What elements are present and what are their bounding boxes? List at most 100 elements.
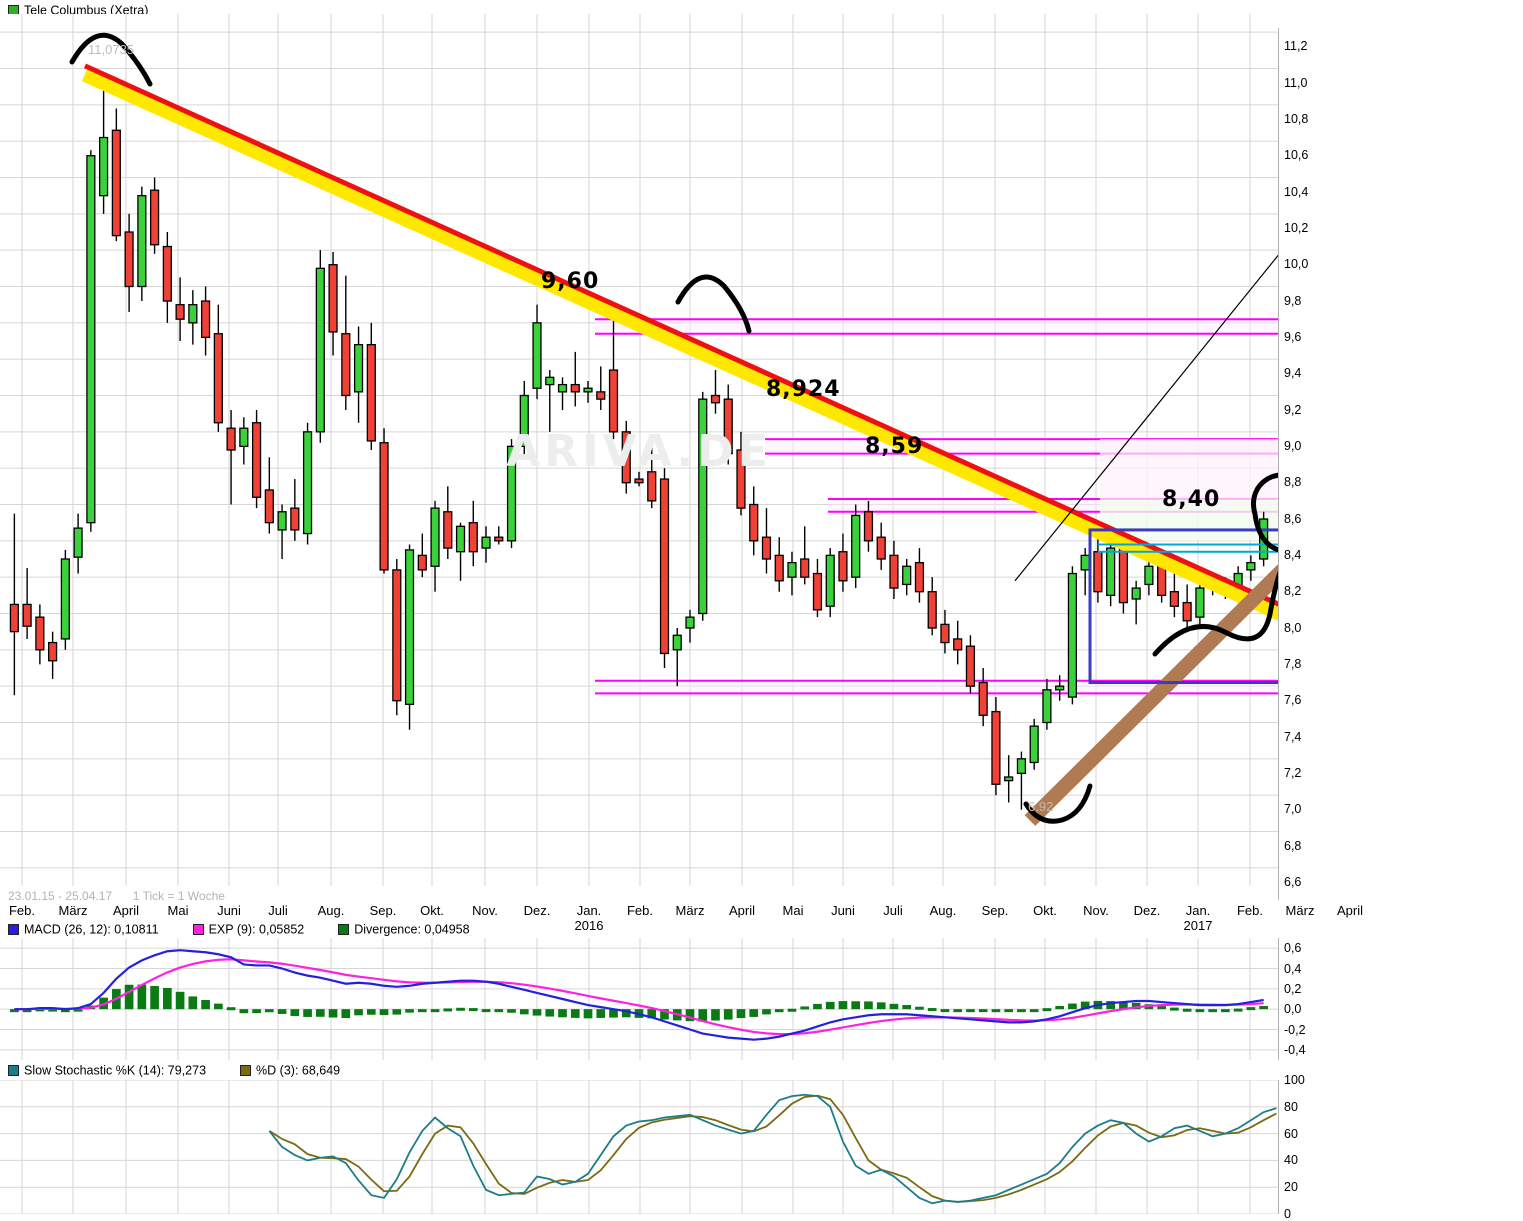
time-axis-tick: März <box>676 903 705 918</box>
legend-color-swatch <box>338 924 350 936</box>
time-axis-tick: Sep. <box>370 903 397 918</box>
month-label: Feb. <box>626 903 654 918</box>
month-label: April <box>1336 903 1364 918</box>
time-axis-tick: April <box>1337 903 1363 918</box>
time-axis-tick: Feb. <box>9 903 35 918</box>
price-axis-tick: 8,4 <box>1284 547 1302 562</box>
price-high-label: 11,0735 <box>88 42 134 57</box>
price-axis-tick: 9,8 <box>1284 293 1302 308</box>
time-axis-tick: Juni <box>831 903 855 918</box>
month-label: Juli <box>883 903 903 918</box>
price-axis-tick: 7,0 <box>1284 802 1302 817</box>
macd-legend: MACD (26, 12): 0,10811 EXP (9): 0,05852 Di… <box>8 922 504 937</box>
macd-axis-tick: -0,4 <box>1284 1042 1306 1057</box>
month-label: Nov. <box>472 903 498 918</box>
price-axis-tick: 6,8 <box>1284 838 1302 853</box>
stochastic-plot-area[interactable] <box>0 1080 1278 1214</box>
price-axis-tick: 9,4 <box>1284 366 1302 381</box>
time-axis-tick: Okt. <box>1033 903 1057 918</box>
time-axis: Feb. März April Mai Juni Juli Aug. Sep. Okt. Nov.… <box>0 903 1363 937</box>
price-low-label: 6,92 <box>1028 799 1053 814</box>
stochastic-legend-item: %D (3): 68,649 <box>240 1063 340 1078</box>
month-label: Juli <box>268 903 288 918</box>
stochastic-legend-label: %D (3): 68,649 <box>256 1063 341 1078</box>
month-label: Feb. <box>8 903 36 918</box>
stochastic-axis-tick: 100 <box>1284 1073 1305 1087</box>
month-label: Okt. <box>1033 903 1057 918</box>
time-axis-tick: Okt. <box>420 903 444 918</box>
stochastic-axis-tick: 40 <box>1284 1153 1298 1168</box>
stochastic-axis-tick: 60 <box>1284 1126 1298 1141</box>
macd-axis-tick: 0,2 <box>1284 981 1302 996</box>
time-axis-tick: Nov. <box>472 903 498 918</box>
month-label: Jan. <box>1185 903 1211 918</box>
price-axis-tick: 10,4 <box>1284 184 1309 199</box>
macd-legend-item: EXP (9): 0,05852 <box>192 922 305 937</box>
month-label: März <box>1285 903 1315 918</box>
chart-range-info: 23.01.15 - 25.04.17 1 Tick = 1 Woche <box>8 889 225 903</box>
price-axis-tick: 11,0 <box>1284 75 1308 90</box>
price-axis-tick: 6,6 <box>1284 874 1302 889</box>
month-label: Feb. <box>1236 903 1264 918</box>
price-axis-tick: 10,6 <box>1284 148 1309 163</box>
price-axis-tick: 7,6 <box>1284 693 1302 708</box>
time-axis-tick: Juni <box>217 903 241 918</box>
time-axis-tick: Jan. 2016 <box>575 903 604 933</box>
price-axis-line <box>1278 28 1279 900</box>
stochastic-axis-tick: 20 <box>1284 1180 1298 1195</box>
time-axis-tick: Feb. <box>1237 903 1263 918</box>
price-plot-area[interactable]: ARIVA.DE 11,0735 6,92 <box>0 14 1278 886</box>
stochastic-panel[interactable]: 100 80 60 40 20 0 <box>0 1073 1523 1221</box>
price-axis-tick: 8,2 <box>1284 584 1302 599</box>
stochastic-legend: Slow Stochastic %K (14): 79,273 %D (3): 6… <box>8 1063 374 1078</box>
month-label: Sep. <box>369 903 397 918</box>
legend-color-swatch <box>192 924 204 936</box>
price-axis-tick: 10,0 <box>1284 257 1309 272</box>
macd-legend-label: EXP (9): 0,05852 <box>208 922 305 937</box>
price-axis-tick: 10,2 <box>1284 220 1309 235</box>
macd-legend-item: Divergence: 0,04958 <box>338 922 470 937</box>
month-label: März <box>58 903 88 918</box>
legend-color-swatch <box>240 1065 252 1077</box>
macd-axis-tick: -0,2 <box>1284 1022 1306 1037</box>
time-axis-tick: Jan. 2017 <box>1184 903 1213 933</box>
time-axis-tick: Juli <box>268 903 288 918</box>
price-axis-tick: 7,4 <box>1284 729 1302 744</box>
stochastic-axis-tick: 0 <box>1284 1207 1291 1221</box>
macd-axis-tick: 0,6 <box>1284 941 1302 956</box>
price-axis-tick: 11,2 <box>1284 39 1308 54</box>
month-label: Sep. <box>981 903 1009 918</box>
time-axis-tick: Sep. <box>982 903 1009 918</box>
month-label: Aug. <box>317 903 345 918</box>
month-label: Juni <box>831 903 855 918</box>
time-axis-tick: April <box>113 903 139 918</box>
macd-plot-area[interactable] <box>0 938 1278 1060</box>
time-axis-tick: Dez. <box>524 903 551 918</box>
time-axis-tick: Aug. <box>930 903 957 918</box>
time-axis-tick: Mai <box>783 903 804 918</box>
month-label: Nov. <box>1083 903 1109 918</box>
price-axis-labels: 11,2 11,0 10,8 10,6 10,4 10,2 10,0 9,8 9,6 9,4 9,2… <box>1278 14 1523 889</box>
price-axis-tick: 8,0 <box>1284 620 1302 635</box>
stochastic-axis-labels: 100 80 60 40 20 0 <box>1278 1073 1523 1221</box>
time-axis-tick: Nov. <box>1083 903 1109 918</box>
price-axis-tick: 9,6 <box>1284 329 1302 344</box>
price-axis-tick: 10,8 <box>1284 111 1309 126</box>
legend-color-swatch <box>8 924 19 936</box>
price-axis-tick: 8,8 <box>1284 475 1302 490</box>
month-label: Dez. <box>1133 903 1161 918</box>
month-label: Juni <box>217 903 241 918</box>
month-label: Okt. <box>420 903 444 918</box>
month-label: Mai <box>782 903 804 918</box>
macd-panel[interactable]: 0,6 0,4 0,2 0,0 -0,2 -0,4 <box>0 938 1523 1060</box>
time-axis-tick: März <box>59 903 88 918</box>
year-label: 2016 <box>574 918 604 933</box>
price-chart-panel[interactable]: ARIVA.DE 11,0735 6,92 11,2 11,0 10,8 10,6 10,4… <box>0 14 1523 900</box>
macd-axis-tick: 0,4 <box>1284 961 1302 976</box>
macd-legend-label: MACD (26, 12): 0,10811 <box>24 922 159 937</box>
time-axis-tick: Aug. <box>318 903 345 918</box>
month-label: März <box>675 903 705 918</box>
svg-text:ARIVA.DE: ARIVA.DE <box>506 426 772 477</box>
time-axis-tick: April <box>729 903 755 918</box>
month-label: April <box>112 903 140 918</box>
